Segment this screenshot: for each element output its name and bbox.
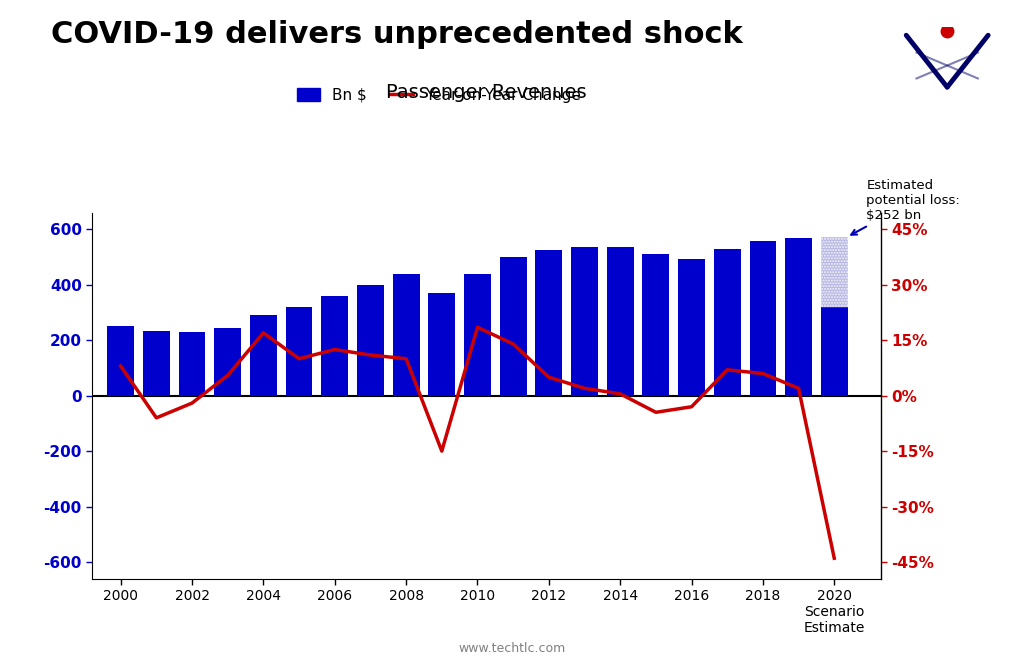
Bar	[214, 328, 241, 396]
Bar	[393, 274, 420, 396]
Bar	[678, 259, 705, 396]
Text: Passenger Revenues: Passenger Revenues	[386, 83, 587, 102]
Text: Estimated
potential loss:
$252 bn: Estimated potential loss: $252 bn	[851, 180, 961, 235]
Bar	[821, 307, 848, 396]
Bar	[785, 237, 812, 396]
Text: COVID-19 delivers unprecedented shock: COVID-19 delivers unprecedented shock	[51, 20, 743, 49]
Bar	[571, 247, 598, 396]
Bar	[464, 274, 490, 396]
Bar	[500, 257, 526, 396]
Bar	[642, 254, 670, 396]
Bar	[821, 237, 848, 307]
Bar	[250, 315, 276, 396]
Bar	[714, 249, 740, 396]
Bar	[108, 327, 134, 396]
Bar	[286, 307, 312, 396]
Bar	[357, 285, 384, 396]
Bar	[178, 332, 206, 396]
Bar	[143, 331, 170, 396]
Bar	[536, 250, 562, 396]
Legend: Bn $, Year-on-Year Change: Bn $, Year-on-Year Change	[291, 81, 587, 109]
Bar	[750, 241, 776, 396]
Bar	[322, 296, 348, 396]
Bar	[428, 293, 456, 396]
Text: www.techtlc.com: www.techtlc.com	[459, 642, 565, 655]
Bar	[607, 247, 634, 396]
